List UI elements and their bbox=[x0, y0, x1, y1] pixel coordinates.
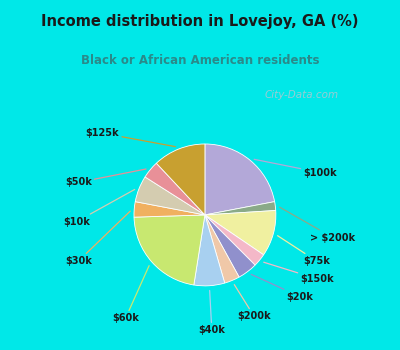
Wedge shape bbox=[205, 215, 264, 265]
Text: $200k: $200k bbox=[234, 285, 271, 321]
Wedge shape bbox=[135, 177, 205, 215]
Wedge shape bbox=[134, 202, 205, 217]
Wedge shape bbox=[156, 144, 205, 215]
Wedge shape bbox=[205, 210, 276, 255]
Wedge shape bbox=[194, 215, 225, 286]
Wedge shape bbox=[145, 163, 205, 215]
Text: Black or African American residents: Black or African American residents bbox=[81, 54, 319, 66]
Text: $30k: $30k bbox=[65, 211, 130, 266]
Wedge shape bbox=[205, 215, 255, 277]
Text: City-Data.com: City-Data.com bbox=[265, 90, 339, 100]
Text: $100k: $100k bbox=[254, 159, 337, 177]
Text: $60k: $60k bbox=[112, 266, 149, 323]
Text: $20k: $20k bbox=[251, 274, 314, 302]
Text: $40k: $40k bbox=[198, 290, 225, 335]
Wedge shape bbox=[205, 144, 275, 215]
Text: > $200k: > $200k bbox=[280, 207, 356, 243]
Text: $150k: $150k bbox=[264, 262, 334, 284]
Wedge shape bbox=[205, 215, 239, 283]
Text: $75k: $75k bbox=[278, 236, 330, 266]
Wedge shape bbox=[205, 202, 276, 215]
Text: $125k: $125k bbox=[86, 128, 175, 147]
Wedge shape bbox=[134, 215, 205, 285]
Text: $50k: $50k bbox=[65, 169, 146, 187]
Text: $10k: $10k bbox=[63, 189, 135, 227]
Text: Income distribution in Lovejoy, GA (%): Income distribution in Lovejoy, GA (%) bbox=[41, 14, 359, 29]
